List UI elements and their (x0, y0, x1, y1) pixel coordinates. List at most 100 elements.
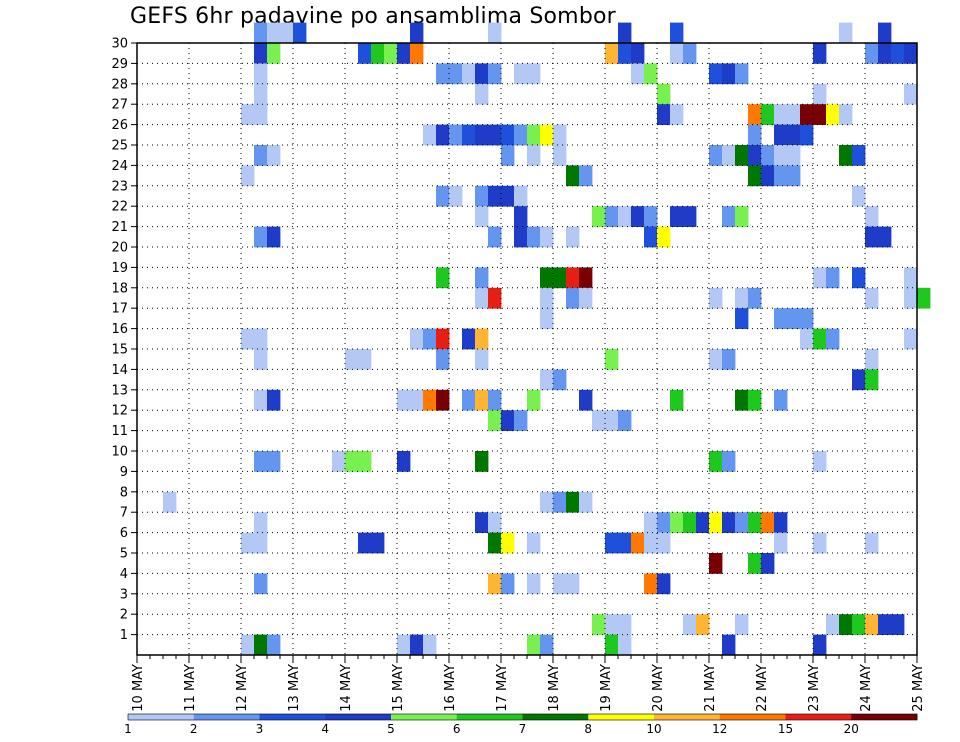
heatmap-cell (410, 634, 424, 656)
y-tick-label: 16 (111, 322, 128, 337)
heatmap-cell (683, 206, 697, 227)
heatmap-cell (761, 145, 775, 166)
heatmap-cell (475, 389, 489, 411)
heatmap-cell (644, 226, 658, 248)
heatmap-cell (618, 206, 632, 227)
heatmap-cell (410, 22, 424, 44)
heatmap-cell (839, 22, 853, 44)
heatmap-cell (670, 104, 684, 125)
heatmap-cell (514, 206, 528, 227)
heatmap-cell (280, 22, 294, 44)
heatmap-cell (813, 267, 827, 289)
heatmap-cell (748, 389, 762, 411)
heatmap-cell (852, 369, 866, 391)
heatmap-cell (579, 165, 593, 187)
heatmap-cell (826, 614, 840, 635)
y-tick-label: 26 (111, 118, 128, 133)
y-tick-label: 20 (111, 241, 128, 256)
heatmap-cell (709, 145, 723, 166)
heatmap-cell (475, 328, 489, 350)
heatmap-cell (592, 206, 606, 227)
heatmap-cell (579, 287, 593, 309)
heatmap-cell (488, 22, 502, 44)
x-tick-label: 23 MAY (807, 664, 822, 712)
heatmap-cell (852, 614, 866, 635)
heatmap-cell (488, 573, 502, 595)
y-tick-label: 9 (120, 465, 128, 480)
y-tick-label: 14 (111, 363, 128, 378)
heatmap-cell (722, 206, 736, 227)
heatmap-cell (267, 22, 281, 44)
heatmap-cell (618, 22, 632, 44)
heatmap-cell (631, 63, 645, 85)
heatmap-cell (423, 328, 437, 350)
heatmap-cell (488, 287, 502, 309)
y-tick-label: 2 (120, 608, 128, 623)
heatmap-cell (670, 43, 684, 64)
y-tick-label: 13 (111, 383, 128, 398)
heatmap-cell (553, 369, 567, 391)
heatmap-cell (436, 349, 450, 370)
heatmap-cell (605, 614, 619, 635)
heatmap-cell (709, 287, 723, 309)
heatmap-cell (592, 410, 606, 431)
heatmap-cell (501, 573, 515, 595)
y-tick-label: 25 (111, 139, 128, 154)
heatmap-cell (540, 369, 554, 391)
legend-label: 8 (584, 722, 592, 736)
heatmap-cell (462, 124, 476, 146)
heatmap-cell (657, 226, 671, 248)
heatmap-cell (254, 573, 268, 595)
heatmap-cell (865, 226, 879, 248)
heatmap-cell (488, 532, 502, 554)
heatmap-cell (540, 287, 554, 309)
heatmap-cell (618, 614, 632, 635)
heatmap-cell (631, 532, 645, 554)
heatmap-cell (254, 104, 268, 125)
heatmap-cell (267, 634, 281, 656)
heatmap-cell (254, 22, 268, 44)
legend-label: 10 (646, 722, 661, 736)
heatmap-cell (501, 410, 515, 431)
legend-frame (127, 713, 918, 721)
heatmap-cell (813, 634, 827, 656)
legend-swatch (588, 714, 655, 720)
heatmap-cell (254, 226, 268, 248)
heatmap-cell (839, 614, 853, 635)
y-tick-label: 21 (111, 220, 128, 235)
heatmap-cell (891, 43, 905, 64)
heatmap-cell (514, 185, 528, 207)
heatmap-cell (488, 512, 502, 533)
heatmap-cell (657, 532, 671, 554)
heatmap-cell (787, 145, 801, 166)
x-tick-label: 14 MAY (339, 664, 354, 712)
heatmap-cell (514, 63, 528, 85)
legend-label: 3 (256, 722, 264, 736)
heatmap-cell (865, 349, 879, 370)
heatmap-cell (865, 369, 879, 391)
heatmap-cell (488, 226, 502, 248)
heatmap-cell (709, 553, 723, 574)
heatmap-cell (748, 553, 762, 574)
heatmap-cell (527, 124, 541, 146)
legend-label: 1 (124, 722, 132, 736)
heatmap-cell (475, 124, 489, 146)
heatmap-cell (254, 532, 268, 554)
heatmap-cell (241, 634, 255, 656)
heatmap-cell (241, 532, 255, 554)
heatmap-cell (891, 614, 905, 635)
heatmap-cell (839, 145, 853, 166)
heatmap-cell (605, 349, 619, 370)
heatmap-cell (657, 83, 671, 105)
y-tick-label: 11 (111, 424, 128, 439)
heatmap-cell (540, 634, 554, 656)
heatmap-cell (241, 328, 255, 350)
y-tick-label: 24 (111, 159, 128, 174)
heatmap-cell (397, 389, 411, 411)
heatmap-cell (722, 145, 736, 166)
heatmap-cell (527, 63, 541, 85)
heatmap-cell (553, 491, 567, 513)
heatmap-cell (267, 389, 281, 411)
heatmap-cell (514, 124, 528, 146)
heatmap-cell (618, 410, 632, 431)
